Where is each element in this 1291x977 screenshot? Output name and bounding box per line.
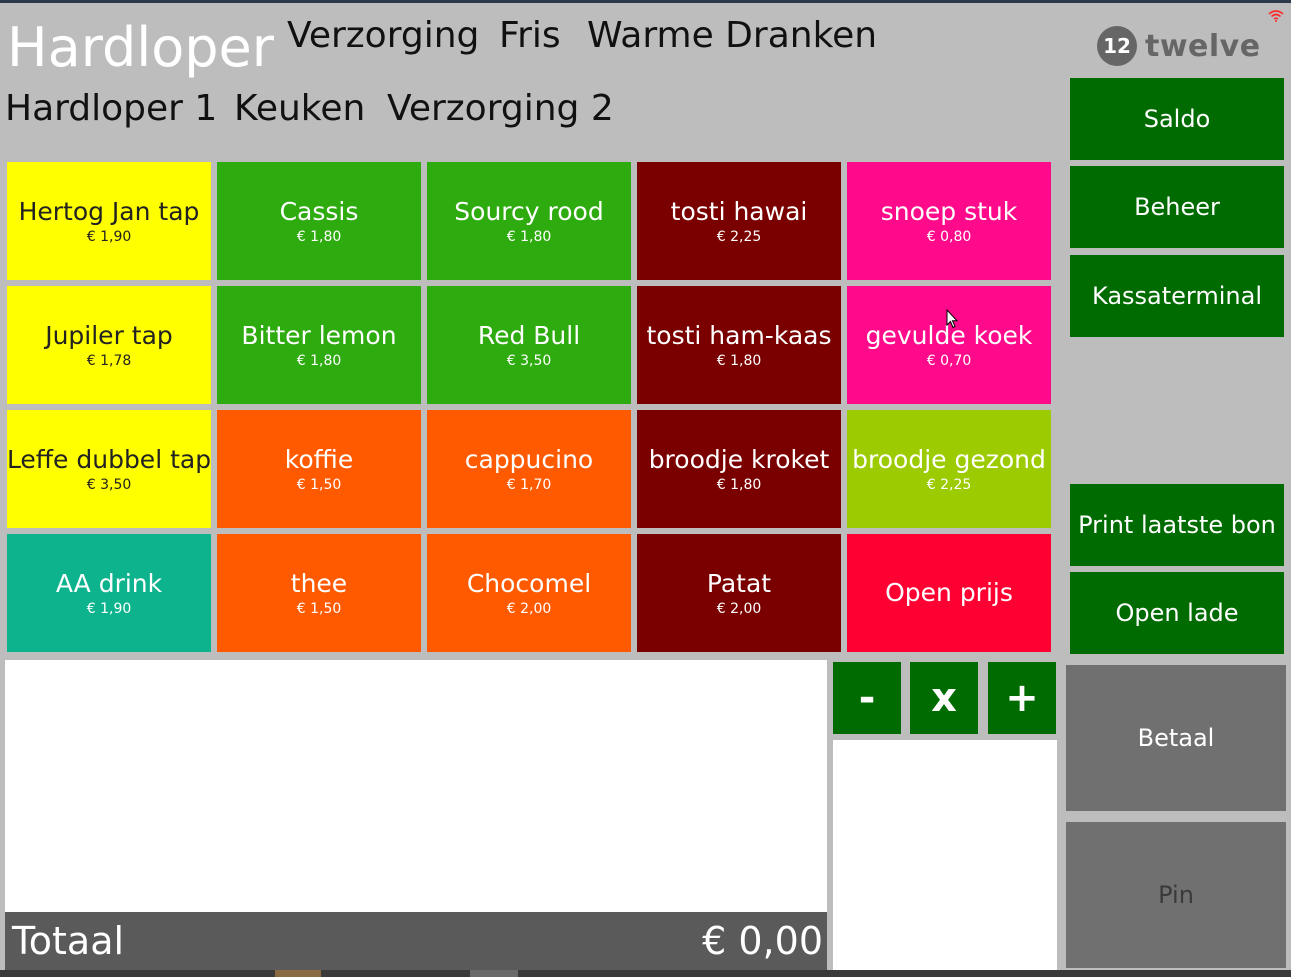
quantity-display[interactable]	[833, 740, 1057, 970]
product-name: Patat	[706, 568, 772, 598]
product-name: gevulde koek	[865, 320, 1033, 350]
pin-button[interactable]: Pin	[1066, 822, 1286, 968]
product-price: € 3,50	[506, 352, 552, 369]
product-button[interactable]: tosti ham-kaas € 1,80	[637, 286, 841, 404]
page-title: Hardloper	[7, 16, 274, 79]
product-button[interactable]: Open prijs	[847, 534, 1051, 652]
twelve-logo: 12 twelve	[1097, 24, 1261, 68]
product-button[interactable]: Cassis € 1,80	[217, 162, 421, 280]
product-name: cappucino	[464, 444, 594, 474]
product-button[interactable]: Red Bull € 3,50	[427, 286, 631, 404]
taskbar-segment	[470, 970, 518, 977]
product-name: broodje gezond	[852, 444, 1046, 474]
product-name: Red Bull	[477, 320, 581, 350]
product-button[interactable]: thee € 1,50	[217, 534, 421, 652]
product-name: Sourcy rood	[454, 196, 604, 226]
product-button[interactable]: Patat € 2,00	[637, 534, 841, 652]
product-button[interactable]: broodje gezond € 2,25	[847, 410, 1051, 528]
product-price: € 1,80	[716, 476, 762, 493]
window-top-border	[0, 0, 1291, 3]
taskbar-segment	[275, 970, 321, 977]
product-button[interactable]: koffie € 1,50	[217, 410, 421, 528]
product-price: € 3,50	[86, 476, 132, 493]
product-price: € 1,50	[296, 476, 342, 493]
product-price: € 0,70	[926, 352, 972, 369]
twelve-logo-icon: 12	[1097, 26, 1137, 66]
product-price: € 1,78	[86, 352, 132, 369]
total-bar: Totaal € 0,00	[5, 912, 827, 970]
product-button[interactable]: AA drink € 1,90	[7, 534, 211, 652]
total-value: € 0,00	[702, 919, 823, 963]
order-list[interactable]	[5, 660, 827, 912]
category-tab-fris[interactable]: Fris	[499, 15, 561, 56]
logo-wordmark: twelve	[1145, 28, 1261, 64]
category-tab-keuken[interactable]: Keuken	[234, 88, 366, 129]
product-price: € 1,80	[296, 352, 342, 369]
product-name: Jupiler tap	[45, 320, 173, 350]
product-price: € 0,80	[926, 228, 972, 245]
product-name: Chocomel	[466, 568, 592, 598]
product-button[interactable]: snoep stuk € 0,80	[847, 162, 1051, 280]
product-name: broodje kroket	[648, 444, 830, 474]
product-button[interactable]: Bitter lemon € 1,80	[217, 286, 421, 404]
product-price: € 1,80	[716, 352, 762, 369]
kassaterminal-button[interactable]: Kassaterminal	[1070, 255, 1284, 337]
product-price: € 2,00	[506, 600, 552, 617]
category-tab-warme-dranken[interactable]: Warme Dranken	[587, 15, 878, 56]
product-button[interactable]: Leffe dubbel tap € 3,50	[7, 410, 211, 528]
minus-button[interactable]: -	[833, 662, 901, 734]
total-label: Totaal	[12, 919, 125, 963]
product-button[interactable]: cappucino € 1,70	[427, 410, 631, 528]
product-price: € 1,90	[86, 228, 132, 245]
print-laatste-bon-button[interactable]: Print laatste bon	[1070, 484, 1284, 566]
product-button[interactable]: Hertog Jan tap € 1,90	[7, 162, 211, 280]
product-name: tosti ham-kaas	[646, 320, 832, 350]
mouse-cursor-icon	[946, 309, 958, 329]
product-name: thee	[290, 568, 348, 598]
product-button[interactable]: Sourcy rood € 1,80	[427, 162, 631, 280]
product-price: € 2,25	[926, 476, 972, 493]
open-lade-button[interactable]: Open lade	[1070, 572, 1284, 654]
product-price: € 2,00	[716, 600, 762, 617]
plus-button[interactable]: +	[988, 662, 1056, 734]
times-button[interactable]: x	[910, 662, 978, 734]
category-tab-hardloper-1[interactable]: Hardloper 1	[5, 88, 218, 129]
product-price: € 1,50	[296, 600, 342, 617]
product-name: Cassis	[279, 196, 359, 226]
product-name: Bitter lemon	[241, 320, 397, 350]
product-name: tosti hawai	[670, 196, 808, 226]
product-name: koffie	[284, 444, 354, 474]
product-button[interactable]: Chocomel € 2,00	[427, 534, 631, 652]
product-name: Leffe dubbel tap	[6, 444, 212, 474]
product-name: Hertog Jan tap	[18, 196, 200, 226]
category-tab-verzorging[interactable]: Verzorging	[287, 15, 480, 56]
taskbar-strip	[0, 970, 1291, 977]
product-button[interactable]: tosti hawai € 2,25	[637, 162, 841, 280]
category-tab-verzorging-2[interactable]: Verzorging 2	[387, 88, 614, 129]
product-button[interactable]: Jupiler tap € 1,78	[7, 286, 211, 404]
product-button[interactable]: broodje kroket € 1,80	[637, 410, 841, 528]
product-price: € 1,70	[506, 476, 552, 493]
product-price: € 1,80	[506, 228, 552, 245]
beheer-button[interactable]: Beheer	[1070, 166, 1284, 248]
product-name: snoep stuk	[880, 196, 1018, 226]
product-price: € 1,80	[296, 228, 342, 245]
product-name: AA drink	[55, 568, 163, 598]
betaal-button[interactable]: Betaal	[1066, 665, 1286, 811]
wifi-icon	[1268, 10, 1284, 22]
product-name: Open prijs	[885, 578, 1013, 607]
product-price: € 1,90	[86, 600, 132, 617]
product-price: € 2,25	[716, 228, 762, 245]
product-button[interactable]: gevulde koek € 0,70	[847, 286, 1051, 404]
saldo-button[interactable]: Saldo	[1070, 78, 1284, 160]
